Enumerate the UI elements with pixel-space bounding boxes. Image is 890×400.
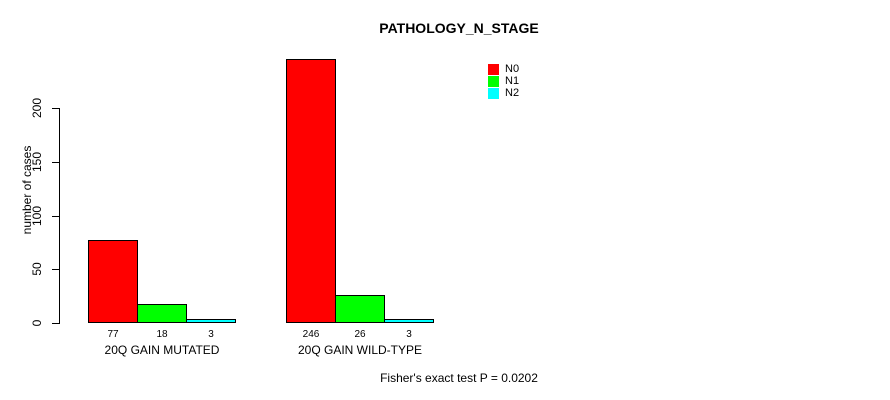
legend-swatch-n1 [488, 76, 499, 87]
y-tick-mark [52, 323, 59, 324]
y-axis-line [59, 108, 60, 324]
y-tick-mark [52, 269, 59, 270]
bar-n2-group1 [186, 319, 236, 323]
y-tick-mark [52, 108, 59, 109]
legend-swatch-n2 [488, 88, 499, 99]
y-tick-label: 50 [30, 262, 44, 276]
legend-item-n0: N0 [488, 64, 519, 75]
bar-n1-group1 [137, 304, 187, 323]
legend-item-n1: N1 [488, 76, 519, 87]
bar-value-label: 3 [406, 329, 412, 340]
bar-n0-group2 [286, 59, 336, 323]
y-tick-label: 150 [30, 151, 44, 173]
bar-value-label: 77 [107, 329, 119, 340]
y-tick-label: 200 [30, 97, 44, 119]
legend-label-n1: N1 [505, 75, 520, 87]
legend-swatch-n0 [488, 64, 499, 75]
y-tick-label: 100 [30, 205, 44, 227]
bar-value-label: 26 [354, 329, 366, 340]
bar-value-label: 246 [302, 329, 320, 340]
y-tick-label: 0 [30, 319, 44, 327]
bar-n1-group2 [335, 295, 385, 323]
chart-title: PATHOLOGY_N_STAGE [379, 20, 539, 36]
legend-label-n2: N2 [505, 87, 520, 99]
y-tick-mark [52, 162, 59, 163]
bar-value-label: 3 [208, 329, 214, 340]
category-label: 20Q GAIN WILD-TYPE [297, 343, 423, 357]
legend-label-n0: N0 [505, 63, 520, 75]
bar-n0-group1 [88, 240, 138, 323]
bar-n2-group2 [384, 319, 434, 323]
legend: N0 N1 N2 [488, 64, 519, 99]
category-label: 20Q GAIN MUTATED [104, 343, 220, 357]
legend-item-n2: N2 [488, 88, 519, 99]
annotation-fisher-test: Fisher's exact test P = 0.0202 [380, 371, 538, 385]
y-tick-mark [52, 216, 59, 217]
bar-value-label: 18 [156, 329, 168, 340]
